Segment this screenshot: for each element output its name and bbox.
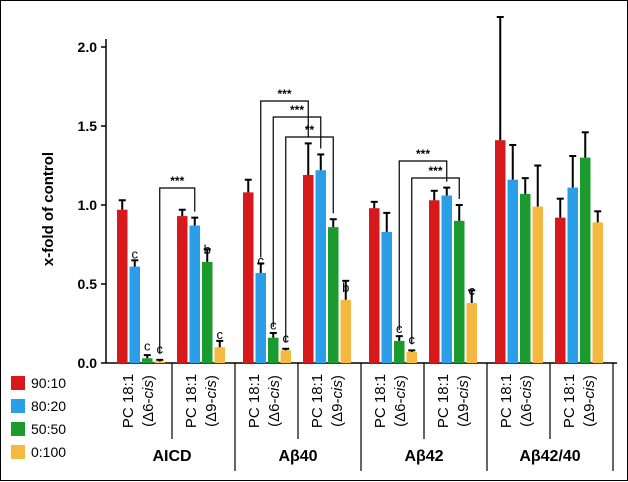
legend-swatch (11, 376, 25, 390)
bar (394, 340, 405, 363)
subgroup-label-line2: (Δ6-cis) (140, 375, 157, 427)
significance-stars: *** (428, 164, 442, 178)
significance-bracket (260, 100, 309, 258)
bar (466, 302, 477, 363)
legend-label: 90:10 (31, 375, 66, 391)
significance-letter: b (204, 242, 211, 257)
bar (340, 299, 351, 363)
subgroup-label-line1: PC 18:1 (561, 374, 578, 428)
bar (381, 231, 392, 363)
subgroup-label-line1: PC 18:1 (372, 374, 389, 428)
legend-label: 0:100 (31, 444, 66, 460)
subgroup-label-line1: PC 18:1 (120, 374, 137, 428)
significance-bracket (411, 177, 460, 345)
subgroup-label-line1: PC 18:1 (498, 374, 515, 428)
bar (441, 195, 452, 363)
significance-letter: c (217, 327, 224, 342)
group-label: Aβ40 (278, 448, 317, 465)
bar (142, 358, 153, 363)
subgroup-label-line2: (Δ6-cis) (266, 375, 283, 427)
subgroup-label-line2: (Δ9-cis) (455, 375, 472, 427)
bar (580, 157, 591, 363)
subgroup-label-line2: (Δ9-cis) (203, 375, 220, 427)
subgroup-label-line2: (Δ9-cis) (329, 375, 346, 427)
bar (406, 351, 417, 363)
legend-swatch (11, 399, 25, 413)
bar (567, 187, 578, 363)
subgroup-label-line1: PC 18:1 (246, 374, 263, 428)
significance-letter: c (144, 338, 151, 353)
bar (454, 220, 465, 363)
bar (369, 208, 380, 363)
y-tick-label: 2.0 (78, 39, 98, 55)
group-label: Aβ42/40 (519, 448, 580, 465)
significance-stars: *** (170, 174, 184, 188)
significance-bracket (285, 136, 334, 343)
significance-stars: *** (277, 87, 291, 101)
significance-bracket (398, 160, 448, 331)
significance-bracket (159, 187, 196, 354)
bar (520, 193, 531, 363)
bar (532, 206, 543, 363)
bar (592, 222, 603, 363)
bar (268, 337, 279, 363)
y-tick-label: 1.0 (78, 197, 98, 213)
y-tick-label: 0.0 (78, 355, 98, 371)
subgroup-label-line1: PC 18:1 (435, 374, 452, 428)
subgroup-label-line2: (Δ9-cis) (581, 375, 598, 427)
significance-letter: c (258, 253, 265, 268)
significance-letter: b (342, 280, 349, 295)
significance-letter: c (469, 283, 476, 298)
subgroup-label-line1: PC 18:1 (309, 374, 326, 428)
bar (189, 225, 200, 363)
bar (177, 216, 188, 363)
bar (214, 347, 225, 363)
bar (202, 261, 213, 363)
bar (495, 140, 506, 363)
bar (255, 272, 266, 363)
bar (328, 227, 339, 363)
bar (507, 179, 518, 363)
y-axis-title: x-fold of control (40, 152, 57, 266)
group-label: Aβ42 (404, 448, 443, 465)
significance-letter: c (132, 247, 139, 262)
significance-stars: *** (416, 147, 430, 161)
significance-stars: ** (305, 123, 315, 137)
bar (303, 174, 314, 363)
bar (154, 361, 165, 363)
bar (555, 217, 566, 363)
significance-bracket (272, 116, 322, 327)
group-label: AICD (152, 448, 191, 465)
significance-stars: *** (290, 103, 304, 117)
y-tick-label: 0.5 (78, 276, 98, 292)
legend-label: 50:50 (31, 421, 66, 437)
bar (243, 192, 254, 363)
bar (315, 170, 326, 363)
legend-swatch (11, 445, 25, 459)
subgroup-label-line2: (Δ6-cis) (392, 375, 409, 427)
bar (429, 200, 440, 363)
y-tick-label: 1.5 (78, 118, 98, 134)
subgroup-label-line2: (Δ6-cis) (518, 375, 535, 427)
subgroup-label-line1: PC 18:1 (183, 374, 200, 428)
legend-label: 80:20 (31, 398, 66, 414)
bar (129, 266, 140, 363)
bar (117, 209, 128, 363)
bar (280, 350, 291, 363)
legend-swatch (11, 422, 25, 436)
